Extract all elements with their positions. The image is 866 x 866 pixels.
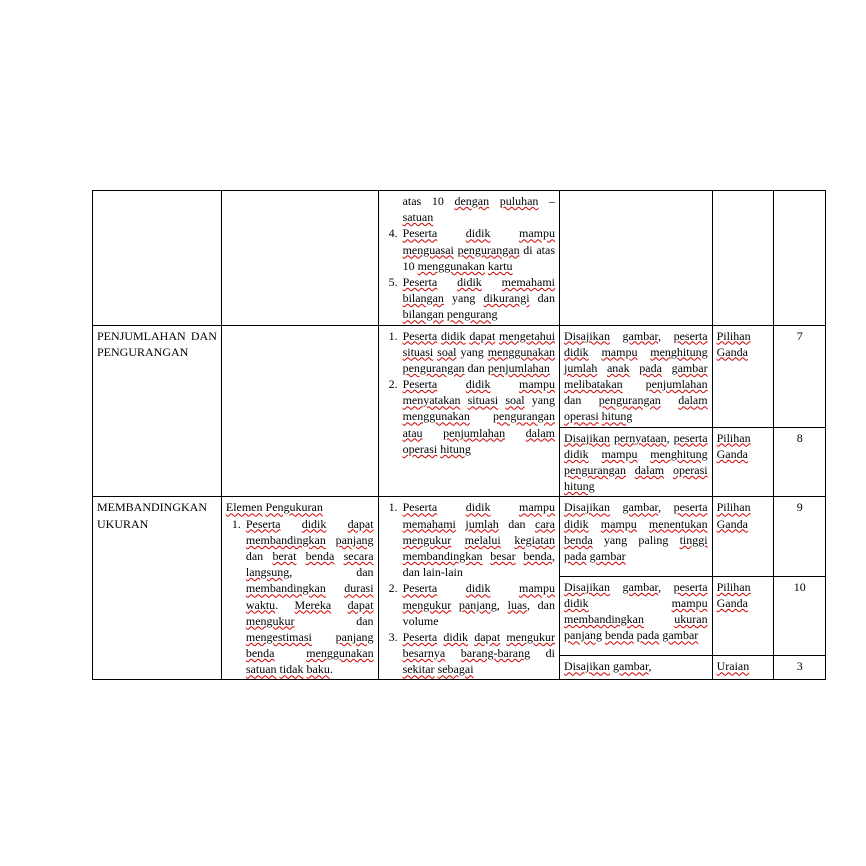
cell-topic: PENJUMLAHAN DAN PENGURANGAN xyxy=(93,325,222,497)
cell-description xyxy=(560,191,713,326)
cell-description: Disajikan pernyataan, peserta didik mamp… xyxy=(560,427,713,497)
document-page: atas 10 dengan puluhan – satuanPeserta d… xyxy=(0,0,866,680)
curriculum-table: atas 10 dengan puluhan – satuanPeserta d… xyxy=(92,190,826,680)
cell-description: Disajikan gambar, peserta didik mampu me… xyxy=(560,497,713,576)
cell-topic: MEMBANDINGKAN UKURAN xyxy=(93,497,222,680)
cell-description: Disajikan gambar, peserta didik mampu me… xyxy=(560,576,713,655)
cell-type: Pilihan Ganda xyxy=(712,576,774,655)
cell-topic xyxy=(93,191,222,326)
cell-number xyxy=(774,191,826,326)
cell-number: 10 xyxy=(774,576,826,655)
cell-description: Disajikan gambar, peserta didik mampu me… xyxy=(560,325,713,427)
cell-number: 7 xyxy=(774,325,826,427)
cell-description: Disajikan gambar, xyxy=(560,656,713,680)
cell-type: Pilihan Ganda xyxy=(712,427,774,497)
cell-element xyxy=(221,325,378,497)
cell-number: 3 xyxy=(774,656,826,680)
table-row: atas 10 dengan puluhan – satuanPeserta d… xyxy=(93,191,826,326)
cell-number: 8 xyxy=(774,427,826,497)
table-row: PENJUMLAHAN DAN PENGURANGANPeserta didik… xyxy=(93,325,826,427)
cell-type: Pilihan Ganda xyxy=(712,497,774,576)
cell-type: Pilihan Ganda xyxy=(712,325,774,427)
cell-type xyxy=(712,191,774,326)
cell-element: Elemen PengukuranPeserta didik dapat mem… xyxy=(221,497,378,680)
cell-number: 9 xyxy=(774,497,826,576)
cell-element xyxy=(221,191,378,326)
table-row: MEMBANDINGKAN UKURANElemen PengukuranPes… xyxy=(93,497,826,576)
cell-indicator: atas 10 dengan puluhan – satuanPeserta d… xyxy=(378,191,559,326)
cell-type: Uraian xyxy=(712,656,774,680)
cell-indicator: Peserta didik mampu memahami jumlah dan … xyxy=(378,497,559,680)
cell-indicator: Peserta didik dapat mengetahui situasi s… xyxy=(378,325,559,497)
